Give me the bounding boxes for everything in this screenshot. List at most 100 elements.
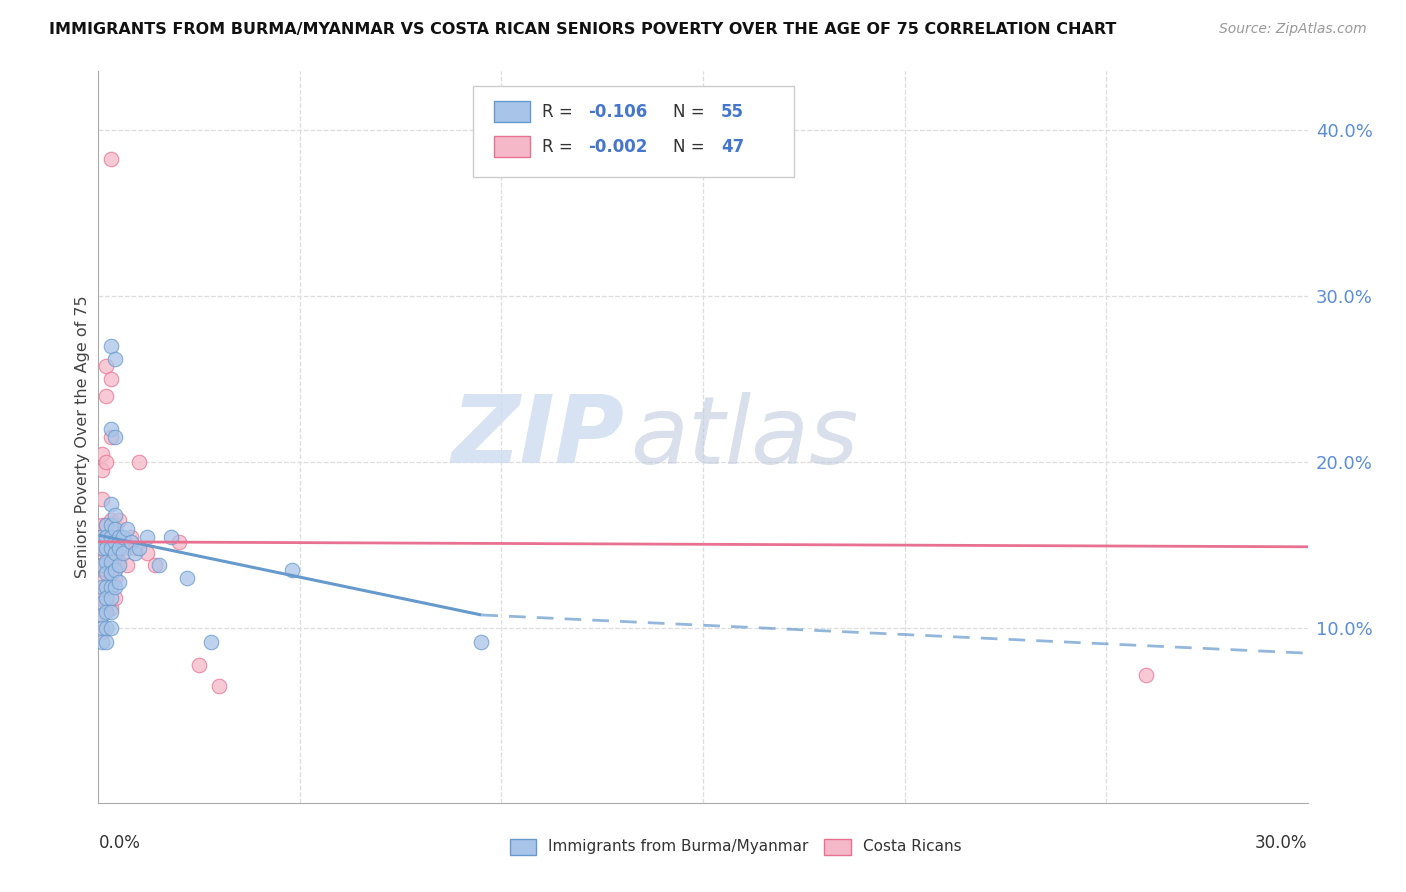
- Point: [96, 518, 118, 533]
- Point: [96, 621, 118, 635]
- Point: [124, 546, 146, 560]
- Point: [100, 430, 122, 444]
- Point: [100, 422, 122, 436]
- Point: [91, 634, 114, 648]
- Point: [100, 338, 122, 352]
- Point: [100, 541, 122, 556]
- Point: [100, 153, 122, 167]
- Point: [111, 541, 134, 556]
- FancyBboxPatch shape: [494, 136, 530, 157]
- Text: Immigrants from Burma/Myanmar: Immigrants from Burma/Myanmar: [548, 839, 808, 855]
- Point: [91, 541, 114, 556]
- Point: [91, 596, 114, 610]
- Point: [100, 568, 122, 582]
- Point: [100, 497, 122, 511]
- Point: [89, 530, 111, 544]
- Point: [100, 566, 122, 581]
- Text: -0.106: -0.106: [588, 103, 647, 120]
- Point: [103, 351, 125, 366]
- Point: [103, 563, 125, 577]
- Point: [91, 518, 114, 533]
- Text: -0.002: -0.002: [588, 137, 648, 156]
- Point: [103, 534, 125, 549]
- Y-axis label: Seniors Poverty Over the Age of 75: Seniors Poverty Over the Age of 75: [75, 296, 90, 578]
- Point: [103, 508, 125, 523]
- Point: [120, 530, 142, 544]
- Text: 55: 55: [721, 103, 744, 120]
- Text: 0.0%: 0.0%: [98, 833, 141, 852]
- Point: [91, 447, 114, 461]
- Point: [96, 518, 118, 533]
- Point: [103, 591, 125, 606]
- Point: [111, 530, 134, 544]
- Point: [91, 607, 114, 622]
- Point: [188, 657, 211, 672]
- Point: [103, 521, 125, 535]
- Point: [96, 566, 118, 581]
- Point: [167, 534, 190, 549]
- Point: [91, 463, 114, 477]
- Point: [103, 551, 125, 566]
- Point: [107, 574, 129, 589]
- Point: [107, 555, 129, 569]
- Point: [1135, 667, 1157, 681]
- Point: [91, 491, 114, 506]
- Point: [176, 571, 198, 585]
- Point: [96, 455, 118, 469]
- Text: R =: R =: [543, 137, 578, 156]
- Point: [103, 580, 125, 594]
- Text: N =: N =: [672, 103, 710, 120]
- Point: [96, 388, 118, 402]
- Point: [96, 530, 118, 544]
- Point: [91, 591, 114, 606]
- Text: atlas: atlas: [630, 392, 859, 483]
- FancyBboxPatch shape: [474, 86, 793, 178]
- Point: [100, 546, 122, 560]
- Point: [103, 534, 125, 549]
- Point: [96, 605, 118, 619]
- Text: 47: 47: [721, 137, 744, 156]
- Point: [107, 513, 129, 527]
- Text: IMMIGRANTS FROM BURMA/MYANMAR VS COSTA RICAN SENIORS POVERTY OVER THE AGE OF 75 : IMMIGRANTS FROM BURMA/MYANMAR VS COSTA R…: [49, 22, 1116, 37]
- FancyBboxPatch shape: [824, 838, 851, 855]
- Point: [91, 541, 114, 556]
- Point: [100, 530, 122, 544]
- Point: [91, 574, 114, 589]
- Point: [96, 634, 118, 648]
- Point: [89, 530, 111, 544]
- Point: [103, 518, 125, 533]
- Point: [91, 624, 114, 639]
- Point: [96, 530, 118, 544]
- Point: [281, 563, 304, 577]
- FancyBboxPatch shape: [494, 102, 530, 122]
- Point: [115, 521, 138, 535]
- Point: [128, 455, 150, 469]
- Point: [470, 634, 492, 648]
- Text: N =: N =: [672, 137, 710, 156]
- Point: [96, 555, 118, 569]
- Point: [160, 530, 183, 544]
- Point: [100, 591, 122, 606]
- Point: [200, 634, 222, 648]
- Point: [135, 530, 157, 544]
- Point: [103, 546, 125, 560]
- Point: [111, 546, 134, 560]
- Point: [96, 563, 118, 577]
- Point: [107, 558, 129, 573]
- Point: [100, 601, 122, 615]
- Point: [100, 518, 122, 533]
- Point: [96, 591, 118, 606]
- Point: [96, 580, 118, 594]
- Point: [100, 530, 122, 544]
- Text: Source: ZipAtlas.com: Source: ZipAtlas.com: [1219, 22, 1367, 37]
- Point: [100, 621, 122, 635]
- Point: [91, 558, 114, 573]
- Point: [100, 580, 122, 594]
- Point: [124, 541, 146, 556]
- Point: [100, 372, 122, 386]
- Point: [208, 680, 231, 694]
- Text: R =: R =: [543, 103, 578, 120]
- Point: [91, 558, 114, 573]
- Point: [96, 546, 118, 560]
- Point: [148, 558, 170, 573]
